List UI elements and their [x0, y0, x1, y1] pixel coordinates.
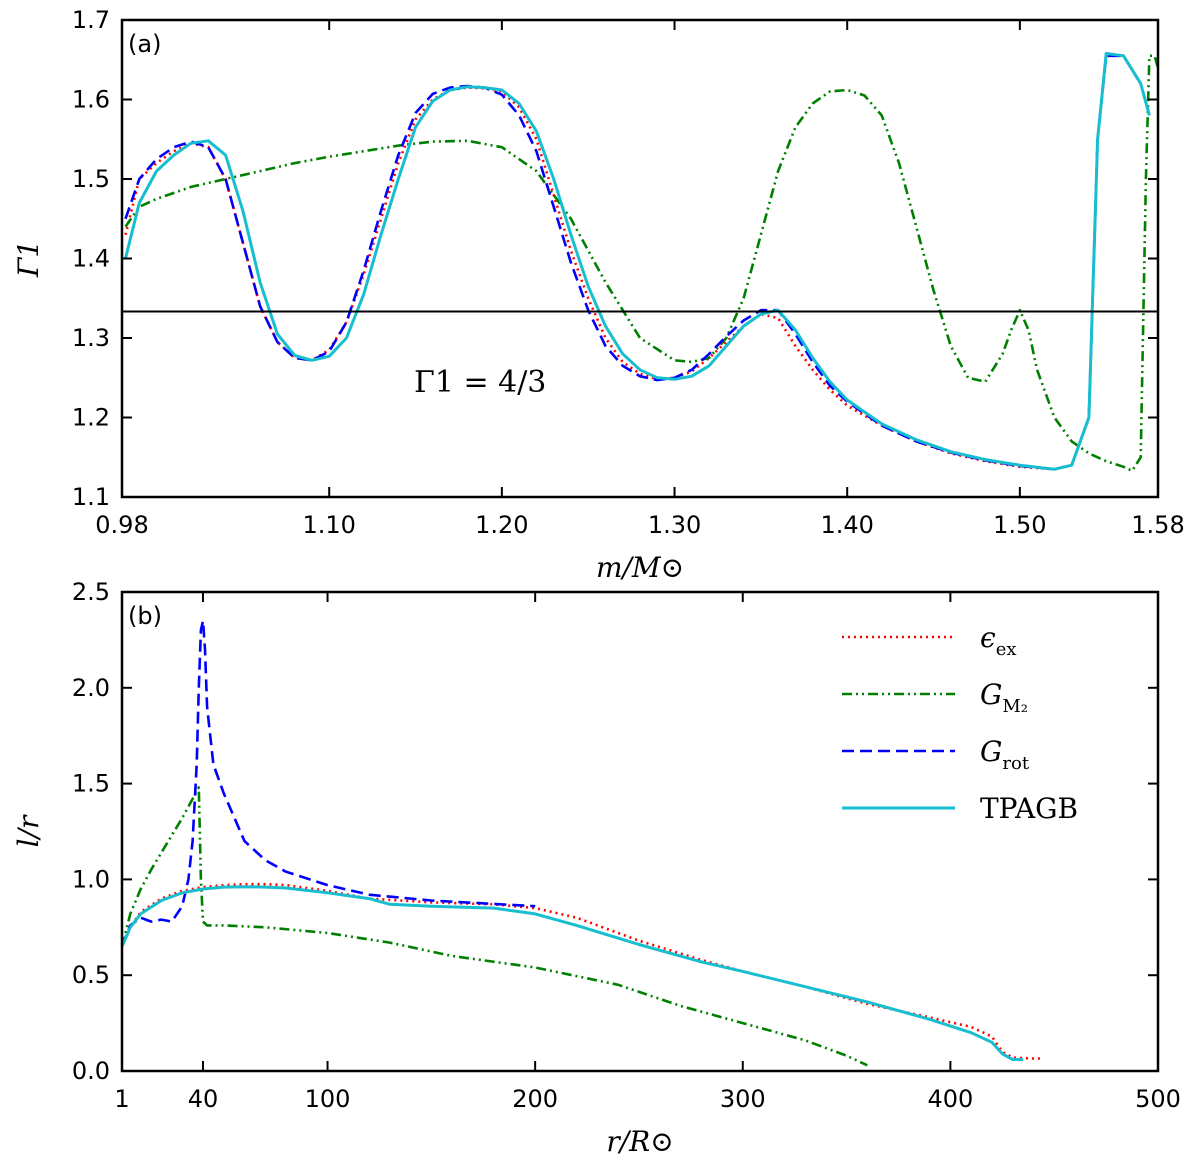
y-tick-label: 1.6	[72, 86, 110, 114]
y-tick-label: 1.1	[72, 483, 110, 511]
panel-b: 1 40 100 200 300 400 500 0.0 0.5 1.0 1.5 2.0 2.5 (b)…	[12, 578, 1181, 1158]
panel-b-series-eps-line	[120, 882, 1044, 1060]
x-tick-label: 0.98	[95, 511, 148, 539]
x-tick-label: 400	[927, 1085, 973, 1113]
y-tick-label: 0.5	[72, 961, 110, 989]
panel-a-frame	[120, 18, 1160, 499]
y-tick-label: 1.0	[72, 865, 110, 893]
y-tick-label: 1.5	[72, 770, 110, 798]
x-tick-label: 1.20	[475, 511, 528, 539]
panel-b-label: (b)	[128, 602, 162, 630]
x-tick-label: 200	[512, 1085, 558, 1113]
x-tick-label: 1.40	[820, 511, 873, 539]
x-tick-label: 1	[114, 1085, 129, 1113]
y-tick-label: 1.4	[72, 245, 110, 273]
panel-a-y-axis-label: Γ1	[12, 240, 45, 278]
y-tick-label: 2.0	[72, 674, 110, 702]
panel-a-series-gm2-line	[124, 54, 1160, 473]
legend-label-grot: Grot	[980, 735, 1030, 774]
legend-label-sub: M₂	[1002, 696, 1028, 717]
x-tick-label: 1.10	[302, 511, 355, 539]
y-tick-label: 1.3	[72, 324, 110, 352]
legend-label-main: ϵ	[980, 621, 996, 654]
panel-a-label: (a)	[128, 30, 161, 58]
legend-label-main: G	[980, 678, 1002, 711]
x-tick-label: 1.50	[993, 511, 1046, 539]
panel-b-series-group	[120, 619, 1044, 1067]
panel-b-frame	[120, 590, 1160, 1073]
x-tick-label: 1.58	[1131, 511, 1184, 539]
panel-b-x-axis-label: r/R⊙	[606, 1125, 673, 1158]
x-tick-label: 40	[188, 1085, 219, 1113]
x-tick-label: 100	[305, 1085, 351, 1113]
legend-label-eps: ϵex	[980, 621, 1017, 660]
legend-label-sub: rot	[1002, 753, 1029, 774]
panel-a-ticks: 0.98 1.10 1.20 1.30 1.40 1.50 1.58 1.1 1.2 1.3 1.4…	[72, 6, 1185, 539]
panel-a-series-group	[124, 51, 1160, 473]
panel-a-series-tpagb-line	[124, 51, 1151, 471]
y-tick-label: 1.7	[72, 6, 110, 34]
legend-label-sub: ex	[996, 639, 1017, 660]
legend-label-gm2: GM₂	[980, 678, 1028, 717]
y-tick-label: 2.5	[72, 578, 110, 606]
y-tick-label: 1.5	[72, 165, 110, 193]
x-tick-label: 1.30	[648, 511, 701, 539]
panel-b-y-axis-label: l/r	[12, 814, 45, 847]
x-tick-label: 300	[720, 1085, 766, 1113]
x-tick-label: 500	[1135, 1085, 1181, 1113]
y-tick-label: 1.2	[72, 404, 110, 432]
legend-label-main: TPAGB	[980, 792, 1078, 825]
panel-b-series-grot-line	[120, 619, 536, 947]
panel-a-series-eps-line	[124, 54, 1142, 471]
panel-b-series-gm2-line	[120, 786, 868, 1067]
panel-a-x-axis-label: m/M⊙	[596, 551, 684, 584]
gamma-4-3-annotation: Γ1 = 4/3	[414, 365, 546, 400]
panel-b-ticks: 1 40 100 200 300 400 500 0.0 0.5 1.0 1.5 2.0 2.5	[72, 578, 1181, 1113]
panel-b-series-tpagb-line	[120, 885, 1024, 1061]
y-tick-label: 0.0	[72, 1057, 110, 1085]
legend-label-tpagb: TPAGB	[980, 792, 1078, 825]
panel-a: 0.98 1.10 1.20 1.30 1.40 1.50 1.58 1.1 1.2 1.3 1.4…	[12, 6, 1185, 584]
panel-a-series-grot-line	[124, 54, 1142, 471]
legend-label-main: G	[980, 735, 1002, 768]
